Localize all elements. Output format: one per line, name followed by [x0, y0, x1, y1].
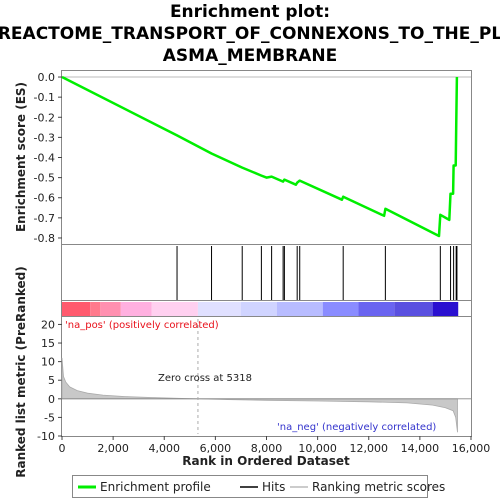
x-tick-label: 14,000	[401, 442, 440, 455]
x-tick-label: 2,000	[97, 442, 129, 455]
colorbar-segment	[322, 302, 359, 316]
metric-y-tick-label: -5	[44, 411, 55, 424]
metric-panel: 20 15 10 5 0 -5 -10 0 2,000 4,000 6,000 8,000 10,000…	[37, 318, 490, 455]
x-tick-label: 4,000	[149, 442, 181, 455]
es-y-tick-label: -0.5	[34, 172, 55, 185]
colorbar-segment	[120, 302, 152, 316]
es-y-tick-label: -0.4	[34, 152, 55, 165]
colorbar-segment	[100, 302, 121, 316]
ranking-colorbar	[62, 302, 459, 316]
es-y-tick-label: -0.8	[34, 232, 55, 245]
neg-correlated-label: 'na_neg' (negatively correlated)	[277, 422, 436, 433]
x-axis-label: Rank in Ordered Dataset	[182, 454, 350, 468]
x-tick-label: 6,000	[200, 442, 232, 455]
legend-ranking-label: Ranking metric scores	[312, 480, 445, 494]
es-y-tick-label: -0.7	[34, 212, 55, 225]
pos-correlated-label: 'na_pos' (positively correlated)	[65, 320, 219, 331]
metric-y-tick-label: -10	[37, 430, 55, 443]
colorbar-segment	[432, 302, 459, 316]
colorbar-segment	[62, 302, 91, 316]
x-tick-label: 8,000	[251, 442, 283, 455]
metric-y-tick-label: 5	[48, 374, 55, 387]
x-tick-label: 16,000	[452, 442, 491, 455]
metric-y-tick-label: 15	[41, 337, 55, 350]
metric-y-tick-label: 10	[41, 356, 55, 369]
metric-y-tick-label: 20	[41, 318, 55, 331]
es-y-tick-label: -0.6	[34, 192, 55, 205]
chart-title-line-3: ASMA_MEMBRANE	[163, 46, 337, 66]
enrichment-profile-line	[61, 75, 459, 238]
es-y-tick-label: 0.0	[38, 71, 56, 84]
es-panel: 0.0 -0.1 -0.2 -0.3 -0.4 -0.5 -0.6 -0.7 -0.8	[34, 71, 471, 245]
colorbar-segment	[90, 302, 101, 316]
es-y-axis-label: Enrichment score (ES)	[14, 82, 28, 232]
x-tick-label: 10,000	[298, 442, 337, 455]
es-panel-frame	[61, 70, 472, 245]
x-tick-label: 0	[59, 442, 66, 455]
legend-hits-label: Hits	[262, 480, 285, 494]
hits-panel	[176, 246, 458, 300]
metric-y-tick-label: 0	[48, 393, 55, 406]
colorbar-segment	[151, 302, 198, 316]
legend-enrichment-label: Enrichment profile	[100, 480, 211, 494]
chart-title-line-2: REACTOME_TRANSPORT_OF_CONNEXONS_TO_THE_P…	[0, 24, 500, 44]
colorbar-segment	[358, 302, 395, 316]
metric-panel-frame	[61, 316, 472, 437]
es-y-tick-label: -0.3	[34, 131, 55, 144]
chart-title-line-1: Enrichment plot:	[170, 2, 330, 22]
es-y-tick-label: -0.2	[34, 111, 55, 124]
hits-panel-frame	[61, 244, 472, 301]
colorbar-segment	[197, 302, 241, 316]
zero-cross-label: Zero cross at 5318	[158, 373, 252, 384]
metric-y-axis-label: Ranked list metric (PreRanked)	[14, 266, 28, 478]
colorbar-segment	[394, 302, 433, 316]
colorbar-segment	[276, 302, 323, 316]
es-y-tick-label: -0.1	[34, 91, 55, 104]
colorbar-segment	[240, 302, 277, 316]
x-tick-label: 12,000	[350, 442, 389, 455]
